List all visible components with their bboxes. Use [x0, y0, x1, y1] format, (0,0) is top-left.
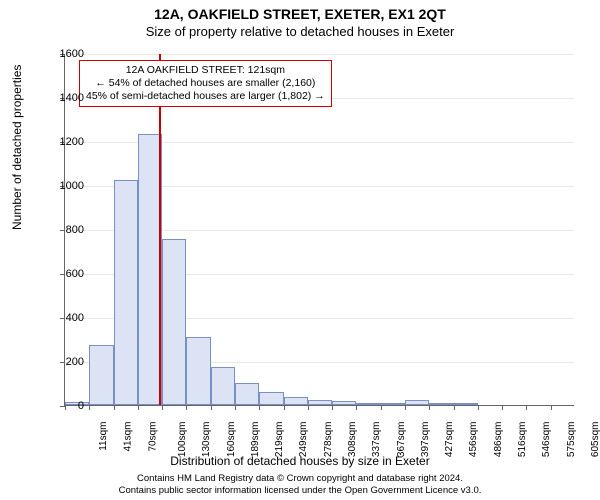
- y-axis-label: Number of detached properties: [10, 65, 24, 230]
- bar: [405, 400, 429, 405]
- chart-plot-area: 11sqm41sqm70sqm100sqm130sqm160sqm189sqm2…: [64, 54, 574, 406]
- annotation-line3: 45% of semi-detached houses are larger (…: [86, 90, 325, 103]
- xtick-label: 516sqm: [517, 422, 528, 458]
- xtick-label: 100sqm: [177, 422, 188, 458]
- annotation-line2: ← 54% of detached houses are smaller (2,…: [86, 77, 325, 90]
- x-axis-label: Distribution of detached houses by size …: [0, 454, 600, 468]
- xtick-mark: [259, 405, 260, 410]
- plot-region: 11sqm41sqm70sqm100sqm130sqm160sqm189sqm2…: [64, 54, 574, 406]
- bar: [162, 239, 186, 405]
- xtick-mark: [162, 405, 163, 410]
- bar: [114, 180, 138, 406]
- bar: [186, 337, 210, 405]
- xtick-mark: [478, 405, 479, 410]
- xtick-label: 189sqm: [250, 422, 261, 458]
- xtick-label: 70sqm: [147, 422, 158, 452]
- xtick-mark: [405, 405, 406, 410]
- ytick-label: 1400: [44, 92, 84, 104]
- xtick-mark: [114, 405, 115, 410]
- xtick-mark: [89, 405, 90, 410]
- bar: [381, 403, 405, 405]
- ytick-label: 1200: [44, 136, 84, 148]
- xtick-mark: [138, 405, 139, 410]
- footer-line2: Contains public sector information licen…: [0, 485, 600, 497]
- xtick-label: 160sqm: [226, 422, 237, 458]
- bar: [429, 403, 453, 405]
- footer-attribution: Contains HM Land Registry data © Crown c…: [0, 473, 600, 497]
- xtick-label: 546sqm: [541, 422, 552, 458]
- annotation-box: 12A OAKFIELD STREET: 121sqm← 54% of deta…: [79, 60, 332, 107]
- xtick-mark: [381, 405, 382, 410]
- xtick-mark: [332, 405, 333, 410]
- xtick-mark: [211, 405, 212, 410]
- bar: [211, 367, 235, 406]
- xtick-label: 219sqm: [274, 422, 285, 458]
- ytick-label: 600: [44, 268, 84, 280]
- xtick-mark: [429, 405, 430, 410]
- gridline: [65, 54, 574, 55]
- xtick-label: 130sqm: [201, 422, 212, 458]
- xtick-label: 11sqm: [98, 422, 109, 451]
- xtick-label: 575sqm: [566, 422, 577, 458]
- xtick-mark: [551, 405, 552, 410]
- xtick-label: 486sqm: [493, 422, 504, 458]
- xtick-mark: [284, 405, 285, 410]
- xtick-label: 337sqm: [371, 422, 382, 458]
- footer-line1: Contains HM Land Registry data © Crown c…: [0, 473, 600, 485]
- xtick-label: 249sqm: [299, 422, 310, 458]
- bar: [356, 403, 380, 405]
- xtick-label: 278sqm: [323, 422, 334, 458]
- xtick-mark: [502, 405, 503, 410]
- annotation-line1: 12A OAKFIELD STREET: 121sqm: [86, 64, 325, 77]
- xtick-label: 41sqm: [123, 422, 134, 452]
- xtick-label: 397sqm: [420, 422, 431, 458]
- xtick-label: 308sqm: [347, 422, 358, 458]
- xtick-mark: [308, 405, 309, 410]
- ytick-label: 400: [44, 312, 84, 324]
- xtick-mark: [454, 405, 455, 410]
- xtick-label: 367sqm: [396, 422, 407, 458]
- bar: [308, 400, 332, 406]
- chart-title: 12A, OAKFIELD STREET, EXETER, EX1 2QT: [0, 0, 600, 22]
- xtick-mark: [526, 405, 527, 410]
- bar: [89, 345, 113, 406]
- chart-subtitle: Size of property relative to detached ho…: [0, 22, 600, 39]
- bar: [259, 392, 283, 405]
- xtick-mark: [186, 405, 187, 410]
- bar: [332, 401, 356, 405]
- xtick-label: 456sqm: [469, 422, 480, 458]
- xtick-mark: [235, 405, 236, 410]
- bar: [235, 383, 259, 405]
- ytick-label: 1000: [44, 180, 84, 192]
- bar: [284, 397, 308, 405]
- xtick-label: 605sqm: [590, 422, 600, 458]
- ytick-label: 1600: [44, 48, 84, 60]
- xtick-mark: [356, 405, 357, 410]
- chart-container: 12A, OAKFIELD STREET, EXETER, EX1 2QT Si…: [0, 0, 600, 500]
- xtick-label: 427sqm: [444, 422, 455, 458]
- ytick-label: 200: [44, 356, 84, 368]
- bar: [454, 403, 478, 405]
- ytick-label: 800: [44, 224, 84, 236]
- ytick-label: 0: [44, 400, 84, 412]
